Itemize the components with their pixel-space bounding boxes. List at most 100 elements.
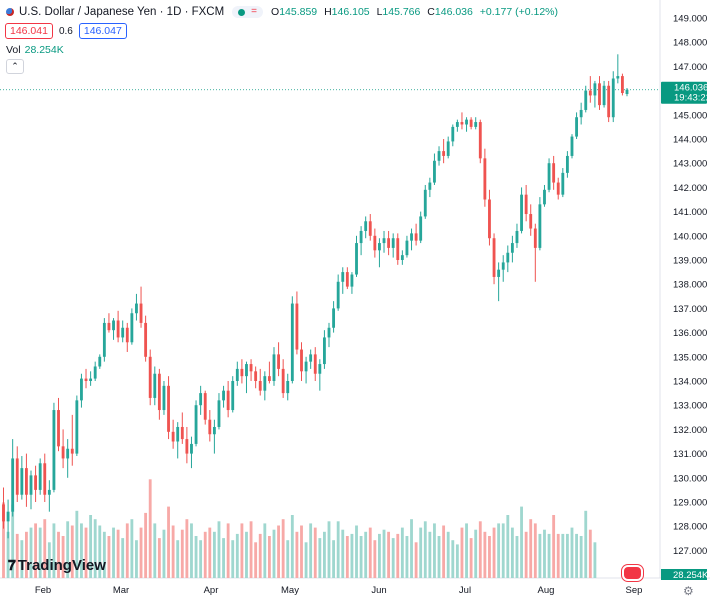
candle-body (313, 354, 317, 374)
volume-bar (309, 523, 313, 578)
candle-body (588, 90, 592, 96)
candle-body (258, 381, 262, 391)
candle-body (410, 233, 413, 241)
candle-body (135, 303, 138, 314)
ohlc-open-key: O (271, 6, 280, 18)
candle-body (281, 368, 285, 394)
candle-body (396, 238, 400, 260)
y-tick-label: 131.000 (673, 449, 707, 460)
volume-bar (419, 527, 423, 578)
candle-body (98, 356, 102, 367)
volume-bar (190, 523, 193, 578)
candle-body (538, 204, 542, 248)
gear-icon[interactable]: ⚙ (683, 584, 694, 598)
candle-body (483, 158, 487, 200)
y-tick-label: 133.000 (673, 401, 707, 412)
market-status-pill[interactable]: = (232, 6, 264, 18)
volume-bar (332, 540, 336, 578)
volume-bar (180, 529, 184, 578)
candle-body (501, 262, 505, 270)
volume-bar (130, 519, 134, 578)
last-price-tag-countdown: 19:43:22 (674, 93, 710, 104)
volume-bar (423, 521, 427, 578)
volume-bar (584, 510, 588, 578)
y-tick-label: 147.000 (673, 62, 707, 73)
y-tick-label: 136.000 (673, 328, 707, 339)
volume-bar (474, 529, 478, 578)
sell-price-button[interactable]: 146.041 (5, 23, 53, 39)
volume-bar (25, 531, 28, 578)
volume-bar (378, 533, 381, 578)
candle-body (460, 122, 464, 125)
candle-body (478, 122, 482, 159)
y-tick-label: 148.000 (673, 38, 707, 49)
candle-body (428, 182, 432, 190)
volume-bar (93, 519, 97, 578)
y-tick-label: 144.000 (673, 135, 707, 146)
volume-label: Vol (6, 44, 21, 56)
volume-bar (295, 531, 299, 578)
candle-body (112, 320, 115, 331)
candle-body (373, 235, 377, 251)
tradingview-wordmark: TradingView (17, 557, 106, 574)
candle-body (180, 426, 184, 440)
volume-bar (391, 538, 395, 578)
volume-bar (433, 523, 436, 578)
candle-body (368, 221, 372, 236)
volume-bar (428, 531, 432, 578)
candle-body (240, 368, 244, 377)
candle-body (524, 194, 528, 215)
candle-body (382, 238, 386, 244)
candle-body (245, 364, 248, 377)
x-tick-label: Aug (538, 585, 555, 596)
volume-bar (300, 525, 303, 578)
candle-body (286, 381, 290, 394)
candle-body (267, 376, 271, 381)
volume-bar (185, 519, 189, 578)
y-tick-label: 145.000 (673, 110, 707, 121)
candle-body (565, 155, 569, 173)
candle-body (414, 233, 418, 241)
candle-body (295, 303, 299, 350)
volume-bar (203, 531, 207, 578)
candle-body (226, 390, 230, 411)
candle-body (533, 228, 537, 248)
events-flag-icon[interactable] (622, 565, 643, 581)
volume-value: 28.254K (24, 44, 64, 56)
candle-body (455, 122, 459, 127)
candle-body (199, 393, 203, 406)
candle-body (144, 322, 148, 357)
candle-body (43, 463, 47, 495)
candle-body (451, 126, 455, 142)
candle-body (75, 400, 79, 454)
candle-body (222, 390, 225, 401)
candle-body (510, 243, 514, 253)
indicator-eq: = (251, 6, 258, 17)
candle-body (433, 160, 436, 183)
y-tick-label: 143.000 (673, 159, 707, 170)
candle-body (25, 468, 28, 495)
x-tick-label: Feb (35, 585, 51, 596)
buy-price-button[interactable]: 146.047 (78, 23, 127, 39)
symbol-title[interactable]: U.S. Dollar / Japanese Yen · 1D · FXCM (19, 6, 225, 18)
candle-body (130, 313, 134, 343)
volume-bar (11, 504, 15, 578)
volume-bar (364, 531, 368, 578)
candle-body (419, 216, 423, 241)
candle-body (602, 85, 606, 106)
volume-bar (75, 510, 79, 578)
tradingview-logo[interactable]: 𝟕 TradingView (8, 557, 106, 574)
volume-bar (355, 525, 358, 578)
volume-bar (350, 533, 354, 578)
candle-body (437, 151, 441, 161)
volume-bar (543, 529, 546, 578)
volume-bar (57, 531, 60, 578)
candle-body (387, 238, 391, 248)
candle-body (359, 230, 363, 244)
chevron-up-icon: ⌃ (11, 61, 19, 71)
collapse-legend-button[interactable]: ⌃ (6, 59, 24, 74)
candle-body (355, 243, 358, 275)
candle-body (125, 327, 129, 343)
candle-body (34, 475, 38, 490)
